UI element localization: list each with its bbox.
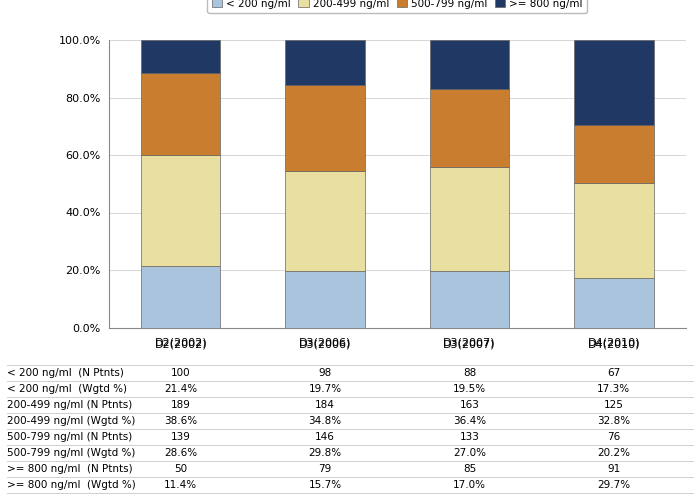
Bar (430, 272, 509, 328)
Text: 21.4%: 21.4% (164, 384, 197, 394)
Text: 200-499 ng/ml (N Ptnts): 200-499 ng/ml (N Ptnts) (7, 400, 132, 410)
Text: 139: 139 (171, 432, 190, 442)
Text: 20.2%: 20.2% (597, 448, 630, 458)
Text: 29.7%: 29.7% (597, 480, 631, 490)
Text: 29.8%: 29.8% (309, 448, 342, 458)
Bar (286, 40, 365, 85)
Text: D2(2002): D2(2002) (155, 340, 207, 349)
Text: 67: 67 (607, 368, 620, 378)
Bar (430, 167, 509, 272)
Bar (286, 85, 365, 171)
Text: 189: 189 (171, 400, 190, 410)
Bar (430, 89, 509, 167)
Text: 15.7%: 15.7% (309, 480, 342, 490)
Text: >= 800 ng/ml  (Wgtd %): >= 800 ng/ml (Wgtd %) (7, 480, 136, 490)
Text: 79: 79 (318, 464, 332, 474)
Text: 125: 125 (604, 400, 624, 410)
Text: 500-799 ng/ml (N Ptnts): 500-799 ng/ml (N Ptnts) (7, 432, 132, 442)
Text: < 200 ng/ml  (N Ptnts): < 200 ng/ml (N Ptnts) (7, 368, 124, 378)
Text: 100: 100 (171, 368, 190, 378)
Text: 17.0%: 17.0% (453, 480, 486, 490)
Bar (286, 171, 365, 271)
Text: 36.4%: 36.4% (453, 416, 486, 426)
Text: 11.4%: 11.4% (164, 480, 197, 490)
Text: < 200 ng/ml  (Wgtd %): < 200 ng/ml (Wgtd %) (7, 384, 127, 394)
Bar (286, 271, 365, 328)
Bar (141, 40, 220, 73)
Text: 146: 146 (315, 432, 335, 442)
Text: D3(2006): D3(2006) (299, 340, 351, 349)
Text: 50: 50 (174, 464, 188, 474)
Text: 28.6%: 28.6% (164, 448, 197, 458)
Text: 163: 163 (459, 400, 480, 410)
Text: 32.8%: 32.8% (597, 416, 631, 426)
Bar (141, 73, 220, 155)
Text: 34.8%: 34.8% (309, 416, 342, 426)
Text: 88: 88 (463, 368, 476, 378)
Text: 19.7%: 19.7% (309, 384, 342, 394)
Text: 500-799 ng/ml (Wgtd %): 500-799 ng/ml (Wgtd %) (7, 448, 135, 458)
Bar (574, 184, 654, 278)
Bar (574, 126, 654, 184)
Text: 17.3%: 17.3% (597, 384, 631, 394)
Bar (141, 266, 220, 328)
Text: 91: 91 (607, 464, 620, 474)
Bar (141, 155, 220, 266)
Text: 184: 184 (315, 400, 335, 410)
Bar (574, 40, 654, 125)
Text: 76: 76 (607, 432, 620, 442)
Text: >= 800 ng/ml  (N Ptnts): >= 800 ng/ml (N Ptnts) (7, 464, 132, 474)
Text: 27.0%: 27.0% (453, 448, 486, 458)
Bar (430, 40, 509, 89)
Text: 19.5%: 19.5% (453, 384, 486, 394)
Bar (574, 278, 654, 328)
Text: 200-499 ng/ml (Wgtd %): 200-499 ng/ml (Wgtd %) (7, 416, 135, 426)
Text: D4(2010): D4(2010) (587, 340, 640, 349)
Legend: < 200 ng/ml, 200-499 ng/ml, 500-799 ng/ml, >= 800 ng/ml: < 200 ng/ml, 200-499 ng/ml, 500-799 ng/m… (207, 0, 587, 13)
Text: D3(2007): D3(2007) (443, 340, 496, 349)
Text: 98: 98 (318, 368, 332, 378)
Text: 133: 133 (459, 432, 480, 442)
Text: 38.6%: 38.6% (164, 416, 197, 426)
Text: 85: 85 (463, 464, 476, 474)
